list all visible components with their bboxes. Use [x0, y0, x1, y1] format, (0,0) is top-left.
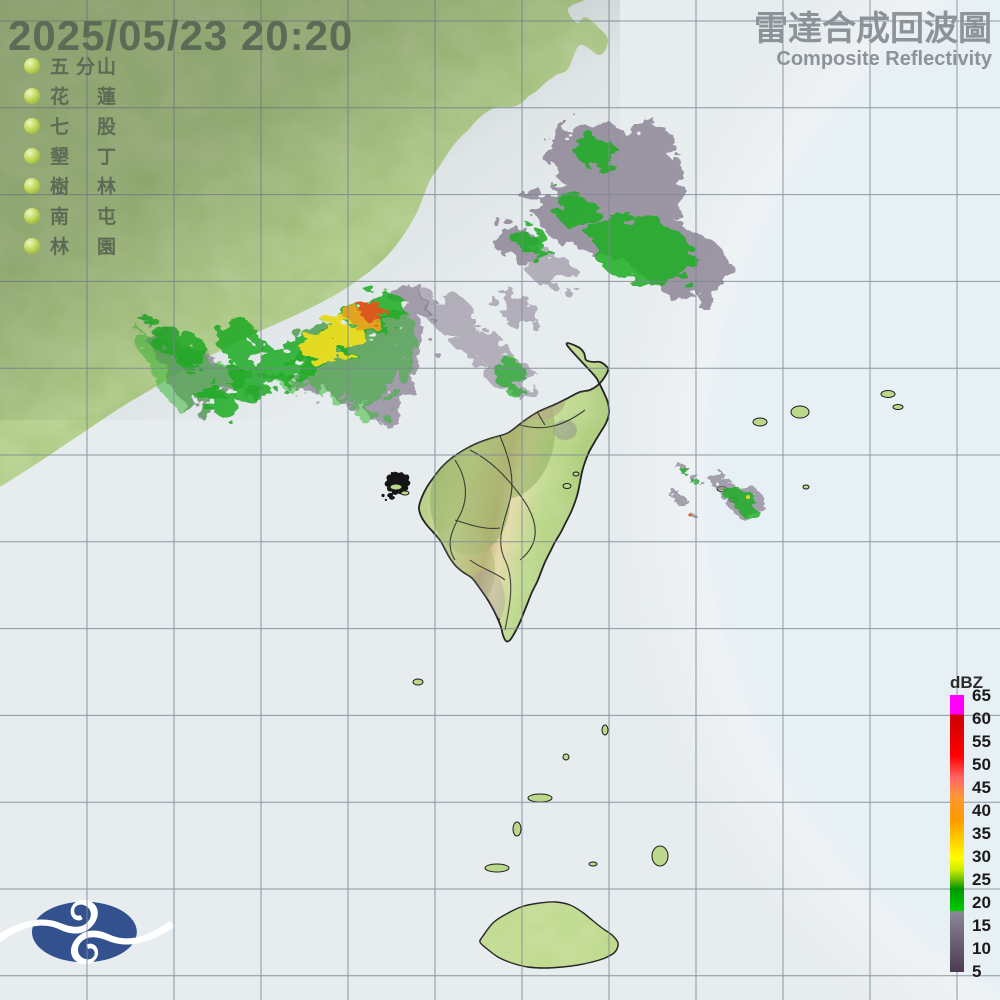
- svg-text:15: 15: [972, 916, 991, 935]
- svg-text:40: 40: [972, 801, 991, 820]
- svg-text:5: 5: [972, 962, 981, 981]
- svg-text:45: 45: [972, 778, 991, 797]
- svg-text:山: 山: [97, 56, 116, 78]
- svg-text:股: 股: [97, 116, 116, 138]
- svg-text:南: 南: [50, 206, 69, 228]
- svg-text:10: 10: [972, 939, 991, 958]
- svg-text:七: 七: [50, 116, 69, 138]
- svg-text:蓮: 蓮: [97, 86, 116, 108]
- svg-text:五: 五: [50, 57, 69, 78]
- svg-text:Composite Reflectivity: Composite Reflectivity: [776, 48, 992, 70]
- svg-text:25: 25: [972, 870, 991, 889]
- svg-text:屯: 屯: [97, 205, 116, 228]
- svg-text:20: 20: [972, 893, 991, 912]
- svg-text:林: 林: [50, 235, 69, 258]
- svg-text:30: 30: [972, 847, 991, 866]
- svg-text:65: 65: [972, 686, 991, 705]
- svg-text:花: 花: [50, 85, 69, 108]
- svg-text:60: 60: [972, 709, 991, 728]
- svg-text:樹: 樹: [50, 175, 69, 198]
- svg-text:園: 園: [97, 236, 116, 258]
- svg-text:55: 55: [972, 732, 991, 751]
- svg-text:50: 50: [972, 755, 991, 774]
- svg-text:分: 分: [76, 56, 95, 78]
- svg-text:林: 林: [97, 175, 116, 198]
- svg-text:雷達合成回波圖: 雷達合成回波圖: [754, 10, 992, 48]
- svg-text:丁: 丁: [97, 147, 116, 168]
- svg-text:2025/05/23 20:20: 2025/05/23 20:20: [8, 12, 353, 59]
- svg-text:墾: 墾: [50, 145, 70, 168]
- svg-text:35: 35: [972, 824, 991, 843]
